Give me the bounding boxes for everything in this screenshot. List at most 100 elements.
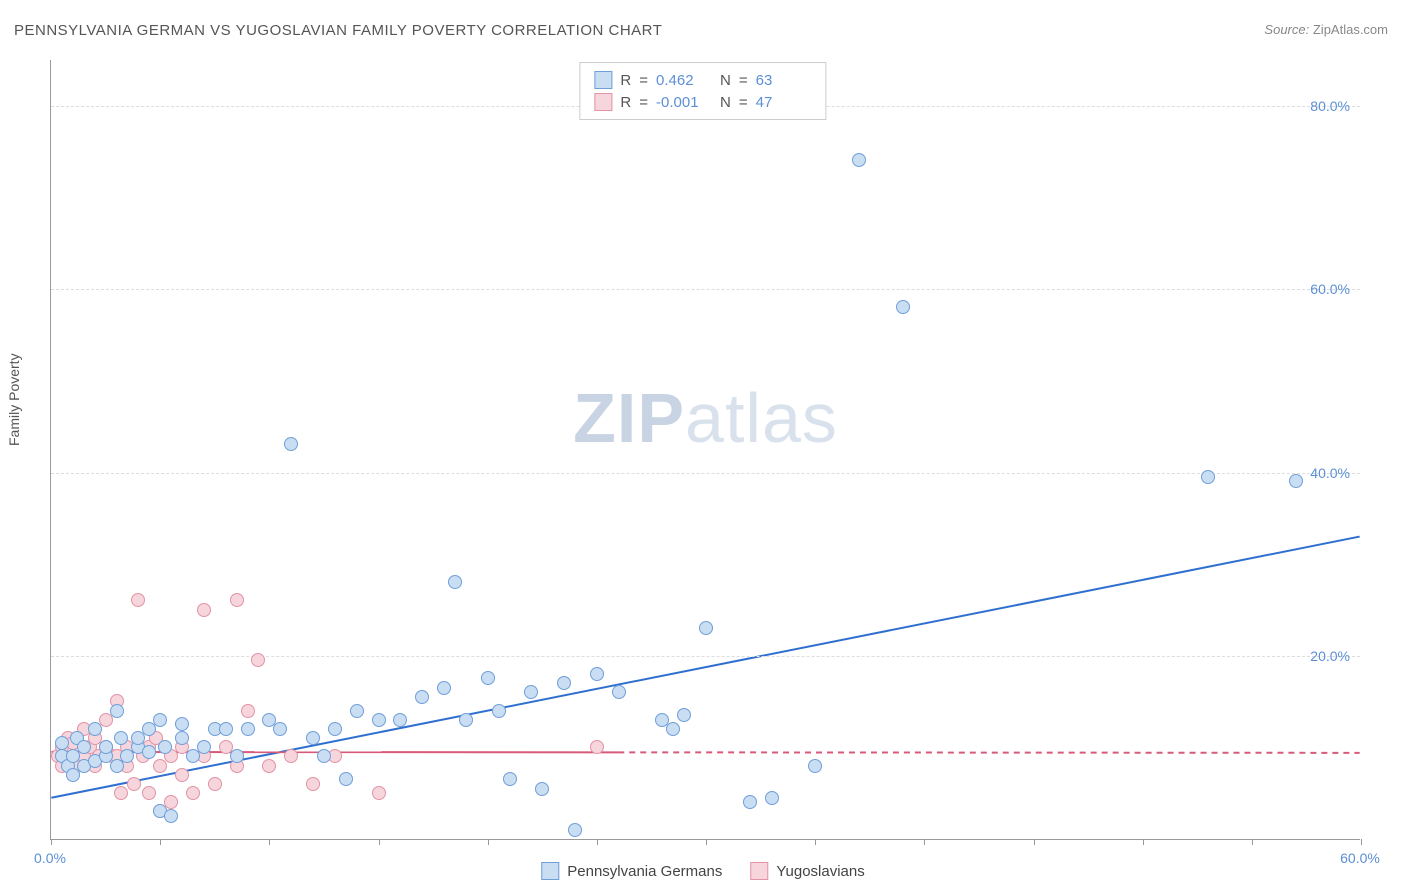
legend-item-2: Yugoslavians — [750, 862, 864, 880]
scatter-point — [481, 671, 495, 685]
n-value-2: 47 — [756, 94, 812, 111]
correlation-legend: R = 0.462 N = 63 R = -0.001 N = 47 — [579, 62, 826, 120]
scatter-point — [339, 772, 353, 786]
x-tick — [815, 839, 816, 845]
series-legend: Pennsylvania Germans Yugoslavians — [541, 862, 864, 880]
x-tick — [269, 839, 270, 845]
legend-row-series-2: R = -0.001 N = 47 — [594, 91, 811, 113]
scatter-point — [1201, 470, 1215, 484]
scatter-point — [699, 621, 713, 635]
legend-swatch-bottom-1 — [541, 862, 559, 880]
chart-container: PENNSYLVANIA GERMAN VS YUGOSLAVIAN FAMIL… — [0, 0, 1406, 892]
legend-swatch-2 — [594, 93, 612, 111]
scatter-point — [328, 722, 342, 736]
x-tick — [706, 839, 707, 845]
scatter-point — [131, 593, 145, 607]
scatter-point — [808, 759, 822, 773]
scatter-point — [284, 749, 298, 763]
x-tick — [160, 839, 161, 845]
scatter-point — [743, 795, 757, 809]
y-tick-label: 80.0% — [1310, 98, 1350, 114]
scatter-point — [175, 717, 189, 731]
scatter-point — [88, 722, 102, 736]
scatter-point — [175, 731, 189, 745]
x-tick-label: 0.0% — [34, 850, 66, 866]
plot-area: ZIPatlas 20.0%40.0%60.0%80.0% — [50, 60, 1360, 840]
n-value-1: 63 — [756, 72, 812, 89]
scatter-point — [448, 575, 462, 589]
scatter-point — [230, 749, 244, 763]
scatter-point — [164, 809, 178, 823]
scatter-point — [590, 740, 604, 754]
scatter-point — [1289, 474, 1303, 488]
scatter-point — [241, 722, 255, 736]
source-attribution: Source: ZipAtlas.com — [1264, 22, 1388, 37]
x-tick — [924, 839, 925, 845]
scatter-point — [350, 704, 364, 718]
x-tick — [379, 839, 380, 845]
scatter-point — [306, 777, 320, 791]
scatter-point — [896, 300, 910, 314]
scatter-point — [393, 713, 407, 727]
legend-label-1: Pennsylvania Germans — [567, 863, 722, 880]
r-value-1: 0.462 — [656, 72, 712, 89]
scatter-point — [524, 685, 538, 699]
scatter-point — [77, 740, 91, 754]
scatter-point — [55, 736, 69, 750]
x-tick — [1361, 839, 1362, 845]
gridline — [51, 473, 1360, 474]
gridline — [51, 656, 1360, 657]
legend-swatch-1 — [594, 71, 612, 89]
scatter-point — [197, 603, 211, 617]
scatter-point — [241, 704, 255, 718]
scatter-point — [114, 731, 128, 745]
x-tick — [488, 839, 489, 845]
watermark-zip: ZIP — [573, 379, 685, 457]
scatter-point — [317, 749, 331, 763]
scatter-point — [306, 731, 320, 745]
scatter-point — [99, 740, 113, 754]
scatter-point — [186, 786, 200, 800]
x-tick-label: 60.0% — [1340, 850, 1380, 866]
scatter-point — [612, 685, 626, 699]
scatter-point — [114, 786, 128, 800]
scatter-point — [590, 667, 604, 681]
x-tick — [1252, 839, 1253, 845]
gridline — [51, 289, 1360, 290]
scatter-point — [153, 713, 167, 727]
scatter-point — [197, 740, 211, 754]
scatter-point — [415, 690, 429, 704]
r-label: R — [620, 72, 631, 89]
scatter-point — [284, 437, 298, 451]
scatter-point — [142, 786, 156, 800]
scatter-point — [677, 708, 691, 722]
scatter-point — [230, 593, 244, 607]
scatter-point — [557, 676, 571, 690]
legend-swatch-bottom-2 — [750, 862, 768, 880]
y-tick-label: 60.0% — [1310, 281, 1350, 297]
scatter-point — [666, 722, 680, 736]
scatter-point — [765, 791, 779, 805]
scatter-point — [219, 722, 233, 736]
scatter-point — [852, 153, 866, 167]
source-value: ZipAtlas.com — [1313, 22, 1388, 37]
x-tick — [597, 839, 598, 845]
scatter-point — [273, 722, 287, 736]
watermark-atlas: atlas — [685, 379, 838, 457]
scatter-point — [535, 782, 549, 796]
x-tick — [51, 839, 52, 845]
scatter-point — [262, 759, 276, 773]
legend-row-series-1: R = 0.462 N = 63 — [594, 69, 811, 91]
scatter-point — [372, 786, 386, 800]
y-tick-label: 20.0% — [1310, 648, 1350, 664]
x-tick — [1143, 839, 1144, 845]
scatter-point — [568, 823, 582, 837]
x-tick — [1034, 839, 1035, 845]
scatter-point — [158, 740, 172, 754]
scatter-point — [492, 704, 506, 718]
scatter-point — [372, 713, 386, 727]
legend-label-2: Yugoslavians — [776, 863, 864, 880]
legend-item-1: Pennsylvania Germans — [541, 862, 722, 880]
scatter-point — [459, 713, 473, 727]
source-label: Source: — [1264, 22, 1309, 37]
